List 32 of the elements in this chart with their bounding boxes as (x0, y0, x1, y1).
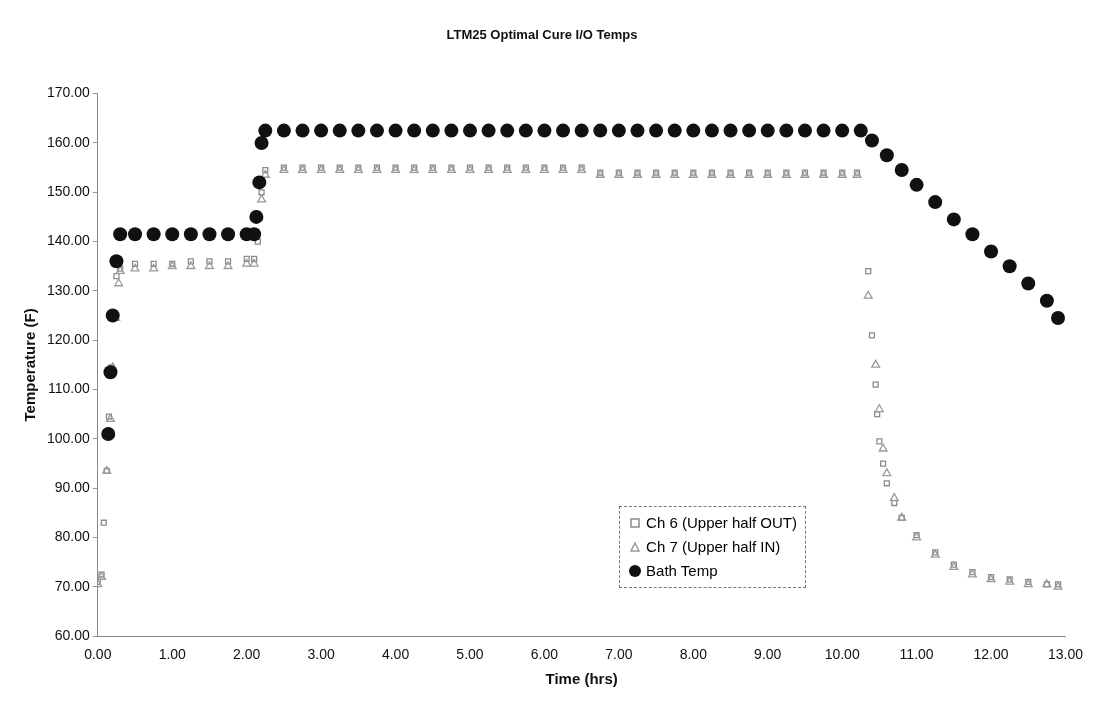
x-tick-label: 10.00 (824, 646, 860, 663)
x-tick-label: 4.00 (381, 646, 410, 663)
y-tick-label: 150.00 (46, 183, 91, 200)
y-tick-label: 80.00 (54, 528, 91, 545)
x-tick-label: 11.00 (899, 646, 934, 663)
y-tick-label: 110.00 (48, 380, 91, 397)
x-tick-label: 8.00 (679, 646, 708, 663)
y-tick-label: 60.00 (54, 627, 91, 644)
legend-label: Bath Temp (646, 561, 718, 581)
x-axis-title: Time (hrs) (545, 670, 618, 688)
x-tick-label: 13.00 (1047, 646, 1084, 663)
y-tick-label: 170.00 (46, 84, 91, 101)
y-tick-label: 70.00 (54, 577, 91, 594)
y-tick-label: 140.00 (46, 232, 91, 249)
x-tick-label: 9.00 (754, 646, 782, 663)
x-tick-label: 12.00 (973, 646, 1009, 663)
x-tick-label: 3.00 (307, 646, 335, 663)
x-tick-label: 2.00 (233, 646, 261, 663)
y-tick-label: 130.00 (46, 281, 91, 298)
x-tick-label: 0.00 (84, 646, 112, 663)
legend-label: Ch 7 (Upper half IN) (646, 537, 781, 557)
x-tick-label: 7.00 (605, 646, 633, 663)
y-axis-title: Temperature (F) (21, 308, 39, 422)
x-tick-label: 5.00 (456, 646, 484, 663)
x-tick-label: 6.00 (530, 646, 559, 663)
x-tick-label: 1.00 (158, 646, 187, 663)
y-tick-label: 120.00 (46, 331, 91, 348)
legend-label: Ch 6 (Upper half OUT) (646, 513, 797, 533)
y-tick-label: 160.00 (46, 133, 91, 150)
chart-title: LTM25 Optimal Cure I/O Temps (446, 27, 638, 43)
y-tick-label: 100.00 (46, 429, 91, 446)
y-tick-label: 90.00 (54, 479, 91, 496)
